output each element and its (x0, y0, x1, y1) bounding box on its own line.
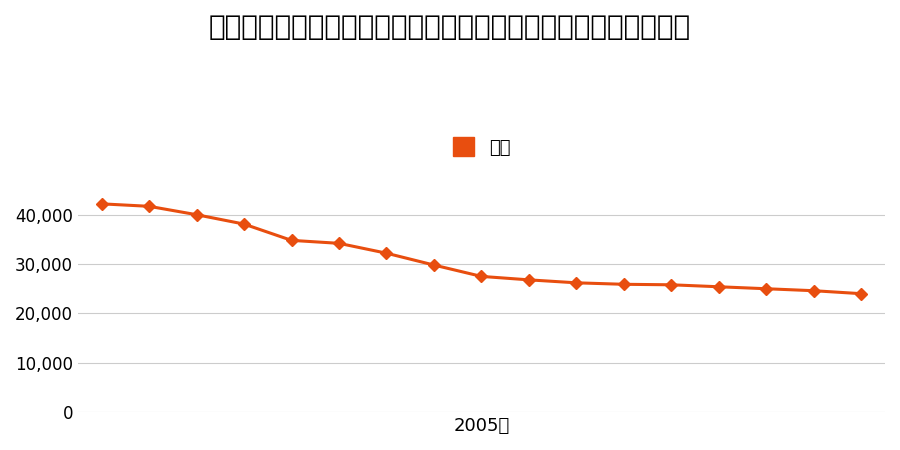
Text: 奈良県吉野郡吉野町大字丹治字上コンド１５７番１外の地価推移: 奈良県吉野郡吉野町大字丹治字上コンド１５７番１外の地価推移 (209, 14, 691, 41)
Legend: 価格: 価格 (446, 130, 518, 164)
